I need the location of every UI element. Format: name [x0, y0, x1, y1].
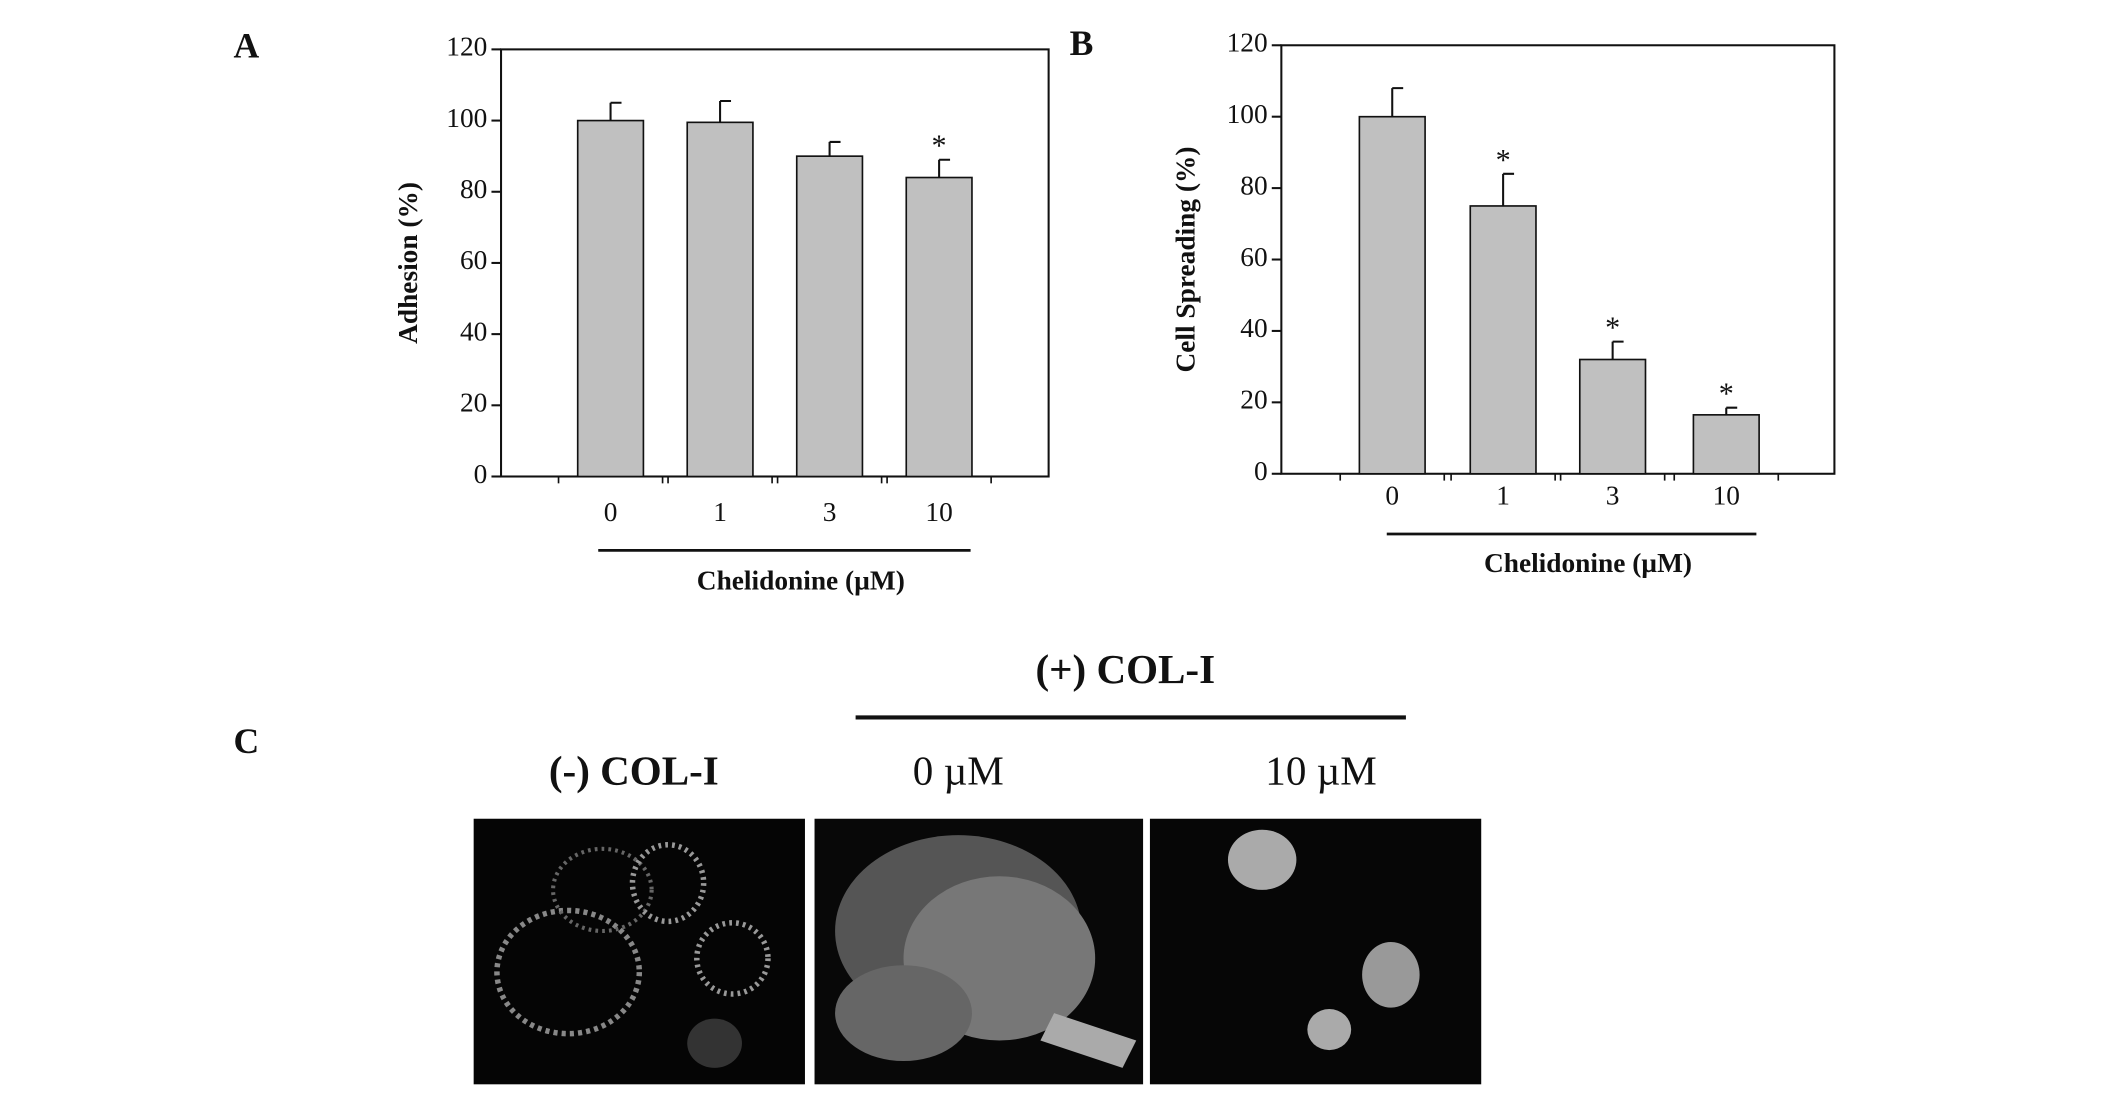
y-tick-label: 40	[460, 316, 487, 346]
y-tick-label: 100	[1227, 99, 1268, 129]
x-tick-label: 1	[713, 497, 727, 527]
image-label: (-) COL-I	[549, 747, 719, 793]
y-axis-title: Cell Spreading (%)	[1171, 147, 1201, 373]
y-tick-label: 60	[1240, 242, 1267, 272]
x-tick-label: 3	[1606, 481, 1620, 511]
micrograph	[473, 818, 805, 1085]
panel-label: C	[234, 721, 260, 761]
significance-marker: *	[932, 129, 947, 163]
x-tick-label: 10	[1713, 481, 1740, 511]
error-bar	[609, 101, 622, 121]
error-bar	[828, 140, 841, 157]
y-tick-label: 100	[446, 103, 487, 133]
y-tick-label: 80	[1240, 170, 1267, 200]
bar	[1358, 115, 1426, 475]
y-axis-title: Adhesion (%)	[393, 182, 423, 344]
significance-marker: *	[1719, 377, 1734, 411]
x-tick-label: 0	[1385, 481, 1399, 511]
micrograph	[814, 818, 1144, 1085]
y-tick-label: 120	[1227, 28, 1268, 58]
bar	[795, 155, 864, 478]
bar	[576, 119, 645, 478]
y-tick-label: 0	[1254, 456, 1268, 486]
significance-marker: *	[1605, 311, 1620, 345]
x-tick-label: 3	[823, 497, 837, 527]
y-tick-label: 120	[446, 32, 487, 62]
panel-label: A	[234, 26, 260, 66]
y-tick-label: 40	[1240, 313, 1267, 343]
y-tick-label: 80	[460, 174, 487, 204]
panel-label: B	[1070, 23, 1094, 63]
y-tick-label: 60	[460, 245, 487, 275]
group-label: (+) COL-I	[1035, 646, 1215, 692]
x-tick-label: 1	[1496, 481, 1510, 511]
bar	[686, 121, 754, 478]
y-tick-label: 20	[460, 388, 487, 418]
significance-marker: *	[1496, 143, 1511, 177]
bar	[1692, 414, 1760, 475]
error-bar	[719, 99, 732, 123]
error-bar	[938, 158, 951, 178]
bar	[1469, 205, 1537, 475]
bar	[905, 176, 973, 478]
x-tick-label: 0	[604, 497, 618, 527]
bar	[1578, 358, 1647, 475]
y-tick-label: 0	[474, 459, 488, 489]
x-tick-label: 10	[925, 497, 952, 527]
y-tick-label: 20	[1240, 385, 1267, 415]
error-bar	[1502, 172, 1515, 206]
image-label: 0 µM	[913, 747, 1004, 793]
error-bar	[1391, 87, 1404, 117]
error-bar	[1611, 340, 1624, 360]
error-bar	[1725, 406, 1738, 415]
x-axis-title: Chelidonine (µM)	[1484, 548, 1692, 578]
image-label: 10 µM	[1265, 747, 1376, 793]
x-axis-title: Chelidonine (µM)	[697, 566, 905, 596]
micrograph	[1149, 818, 1482, 1085]
